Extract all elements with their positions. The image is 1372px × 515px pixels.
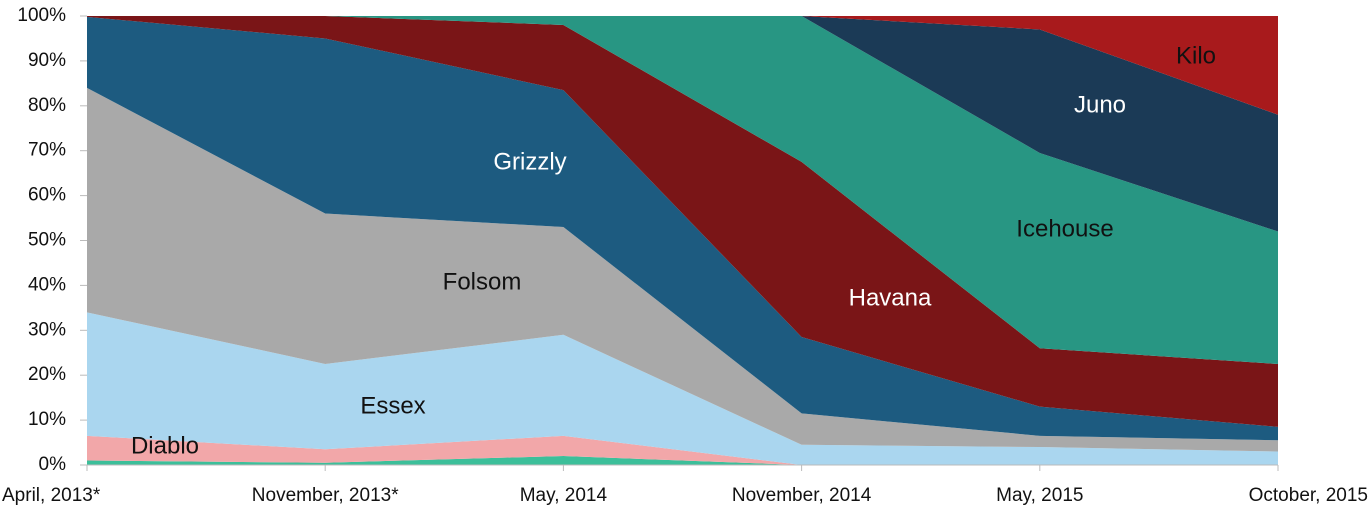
area xyxy=(87,16,1278,115)
y-tick-label: 0% xyxy=(39,454,67,475)
x-tick-label: October, 2015 xyxy=(1249,485,1368,506)
area xyxy=(87,16,1278,427)
series-label: Essex xyxy=(360,392,425,419)
x-tick-label: November, 2014 xyxy=(732,485,872,506)
series-label: Kilo xyxy=(1176,42,1216,69)
series-label: Diablo xyxy=(131,432,199,459)
y-tick-label: 90% xyxy=(28,50,66,71)
y-tick-label: 40% xyxy=(28,274,66,295)
y-tick-label: 60% xyxy=(28,185,66,206)
x-tick-label: April, 2013* xyxy=(2,485,101,506)
y-tick-label: 20% xyxy=(28,364,66,385)
y-tick-label: 50% xyxy=(28,230,66,251)
area xyxy=(87,16,1278,364)
x-tick-label: November, 2013* xyxy=(252,485,399,506)
y-tick-label: 10% xyxy=(28,409,66,430)
area xyxy=(87,312,1278,465)
area xyxy=(87,16,1278,232)
series-label: Grizzly xyxy=(493,148,566,175)
series-label: Folsom xyxy=(443,268,522,295)
y-tick-label: 80% xyxy=(28,95,66,116)
area xyxy=(87,16,1278,441)
x-tick-label: May, 2015 xyxy=(996,485,1083,506)
series-label: Havana xyxy=(849,284,932,311)
series-label: Icehouse xyxy=(1016,215,1113,242)
y-tick-label: 70% xyxy=(28,140,66,161)
y-tick-label: 30% xyxy=(28,319,66,340)
y-tick-label: 100% xyxy=(17,5,66,26)
x-tick-label: May, 2014 xyxy=(520,485,608,506)
series-label: Juno xyxy=(1074,91,1126,118)
area xyxy=(87,456,1278,465)
area xyxy=(87,87,1278,452)
